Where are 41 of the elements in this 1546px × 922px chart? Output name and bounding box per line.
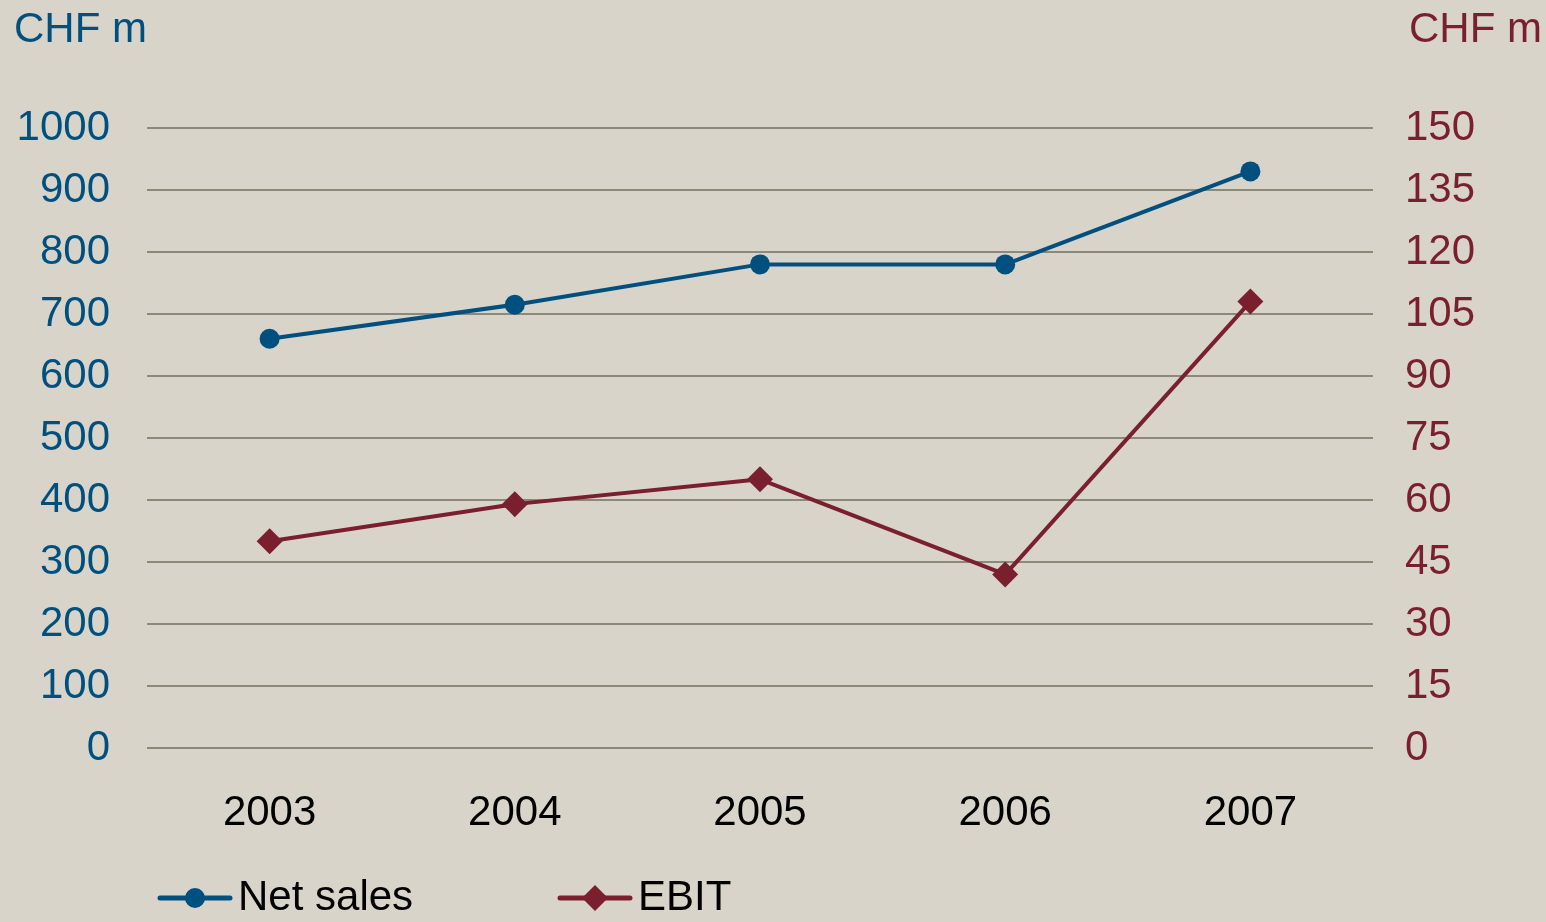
y2-tick-label: 45 (1405, 535, 1452, 583)
point (256, 528, 283, 555)
y2-tick-label: 15 (1405, 659, 1452, 707)
y-tick-label: 700 (39, 287, 110, 335)
y2-tick-label: 105 (1405, 287, 1476, 335)
y2-tick-label: 90 (1405, 349, 1452, 397)
y2-tick-label: 120 (1405, 225, 1476, 273)
point (747, 466, 773, 493)
y-tick-label: 800 (39, 225, 110, 273)
y2-tick-label: 135 (1405, 163, 1476, 211)
point (259, 328, 280, 349)
point (1240, 161, 1261, 182)
x-tick-label: 2005 (713, 786, 807, 834)
point (995, 254, 1016, 275)
y-tick-label: 600 (39, 349, 110, 397)
point (504, 294, 525, 315)
legend-label: EBIT (638, 871, 732, 919)
y-tick-label: 400 (39, 473, 110, 521)
y2-axis-title: CHF m (1409, 3, 1542, 51)
y-tick-label: 500 (39, 411, 110, 459)
y-tick-label: 1000 (16, 101, 110, 149)
y2-tick-label: 0 (1405, 721, 1429, 769)
y-tick-label: 100 (39, 659, 110, 707)
y-axis-title: CHF m (14, 3, 147, 51)
y-tick-label: 900 (39, 163, 110, 211)
legend-label: Net sales (238, 871, 414, 919)
y2-tick-label: 60 (1405, 473, 1452, 521)
y2-tick-label: 150 (1405, 101, 1476, 149)
y-tick-label: 300 (39, 535, 110, 583)
y-tick-label: 200 (39, 597, 110, 645)
x-tick-label: 2004 (468, 786, 562, 834)
point (1237, 288, 1264, 315)
x-tick-label: 2007 (1203, 786, 1298, 834)
point (992, 561, 1019, 588)
y2-tick-label: 75 (1405, 411, 1452, 459)
x-tick-label: 2006 (958, 786, 1052, 834)
y2-tick-label: 30 (1405, 597, 1452, 645)
x-tick-label: 2003 (222, 786, 317, 834)
y-tick-label: 0 (86, 721, 110, 769)
point (501, 491, 528, 518)
point (750, 254, 770, 275)
